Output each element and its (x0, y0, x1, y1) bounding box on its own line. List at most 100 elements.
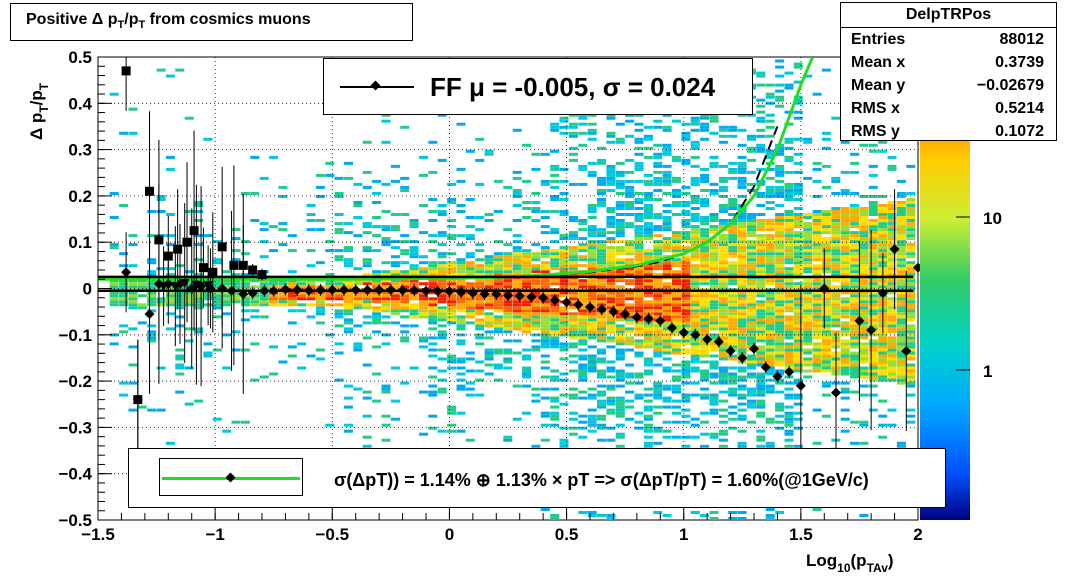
heatmap-cell (634, 426, 644, 430)
heatmap-cell (737, 417, 747, 421)
heatmap-cell (821, 164, 831, 168)
heatmap-cell (465, 393, 475, 397)
heatmap-cell (287, 249, 297, 253)
heatmap-cell (737, 161, 747, 165)
heatmap-cell (718, 185, 728, 189)
heatmap-cell (653, 164, 663, 168)
heatmap-cell (606, 216, 616, 219)
heatmap-cell (147, 339, 157, 343)
heatmap-cell (756, 393, 766, 397)
heatmap-cell (850, 291, 860, 295)
heatmap-cell (147, 234, 157, 238)
heatmap-cell (578, 342, 588, 346)
heatmap-cell (278, 297, 288, 301)
heatmap-cell (568, 369, 578, 373)
heatmap-cell (540, 225, 550, 229)
heatmap-cell (887, 324, 897, 328)
heatmap-cell (578, 318, 588, 322)
heatmap-cell (840, 327, 850, 331)
heatmap-cell (606, 384, 616, 388)
heatmap-cell (840, 396, 850, 400)
heatmap-cell (381, 140, 391, 144)
heatmap-cell (606, 402, 616, 406)
heatmap-cell (878, 207, 888, 210)
heatmap-cell (531, 348, 541, 352)
heatmap-cell (615, 351, 625, 355)
heatmap-cell (615, 273, 625, 277)
heatmap-cell (765, 324, 775, 328)
heatmap-cell (747, 303, 756, 307)
heatmap-cell (821, 303, 831, 307)
heatmap-cell (718, 195, 728, 198)
heatmap-cell (896, 372, 906, 376)
heatmap-cell (793, 417, 803, 421)
heatmap-cell (887, 155, 897, 159)
heatmap-cell (793, 231, 803, 235)
heatmap-cell (578, 366, 588, 370)
heatmap-cell (559, 210, 569, 213)
heatmap-cell (447, 315, 457, 319)
heatmap-cell (896, 345, 906, 349)
heatmap-cell (109, 297, 119, 301)
heatmap-cell (362, 222, 372, 226)
heatmap-cell (531, 258, 541, 262)
heatmap-cell (662, 348, 672, 352)
heatmap-cell (531, 399, 541, 403)
heatmap-cell (419, 390, 428, 394)
data-point-diamond (854, 315, 865, 326)
heatmap-cell (344, 176, 353, 180)
heatmap-cell (793, 369, 803, 373)
heatmap-cell (803, 369, 813, 373)
heatmap-cell (700, 216, 710, 219)
heatmap-cell (737, 243, 747, 247)
heatmap-cell (540, 327, 550, 331)
heatmap-cell (409, 306, 419, 310)
heatmap-cell (868, 210, 878, 213)
heatmap-cell (568, 321, 578, 325)
heatmap-cell (672, 282, 681, 286)
heatmap-cell (643, 294, 653, 298)
heatmap-cell (709, 300, 719, 304)
heatmap-cell (475, 279, 485, 283)
heatmap-cell (540, 231, 550, 235)
heatmap-cell (709, 321, 719, 325)
heatmap-cell (568, 234, 578, 238)
heatmap-cell (634, 372, 644, 376)
heatmap-cell (568, 216, 578, 219)
heatmap-cell (700, 333, 710, 337)
data-point-square (208, 267, 218, 277)
heatmap-cell (597, 182, 606, 186)
heatmap-cell (447, 219, 457, 222)
heatmap-cell (728, 134, 738, 138)
heatmap-cell (756, 333, 766, 337)
heatmap-cell (493, 282, 503, 286)
heatmap-cell (765, 372, 775, 376)
heatmap-cell (165, 297, 175, 301)
heatmap-cell (156, 68, 166, 72)
heatmap-cell (793, 222, 803, 226)
heatmap-cell (606, 249, 616, 253)
heatmap-cell (662, 420, 672, 424)
heatmap-cell (540, 179, 550, 183)
heatmap-cell (700, 375, 710, 379)
heatmap-cell (587, 210, 597, 213)
heatmap-cell (737, 441, 747, 445)
heatmap-cell (447, 297, 457, 301)
heatmap-cell (821, 255, 831, 259)
heatmap-cell (681, 318, 691, 322)
heatmap-cell (747, 273, 756, 277)
heatmap-cell (728, 222, 738, 226)
heatmap-cell (850, 267, 860, 271)
heatmap-cell (428, 342, 438, 346)
heatmap-cell (765, 234, 775, 238)
heatmap-cell (859, 342, 869, 346)
heatmap-cell (878, 363, 888, 367)
heatmap-cell (334, 258, 344, 262)
resolution-legend: σ(ΔpT)) = 1.14% ⊕ 1.13% × pT => σ(ΔpT/pT… (128, 448, 946, 508)
heatmap-cell (381, 285, 391, 289)
heatmap-cell (578, 249, 588, 253)
heatmap-cell (784, 122, 794, 126)
heatmap-cell (587, 366, 597, 370)
heatmap-cell (690, 252, 700, 256)
